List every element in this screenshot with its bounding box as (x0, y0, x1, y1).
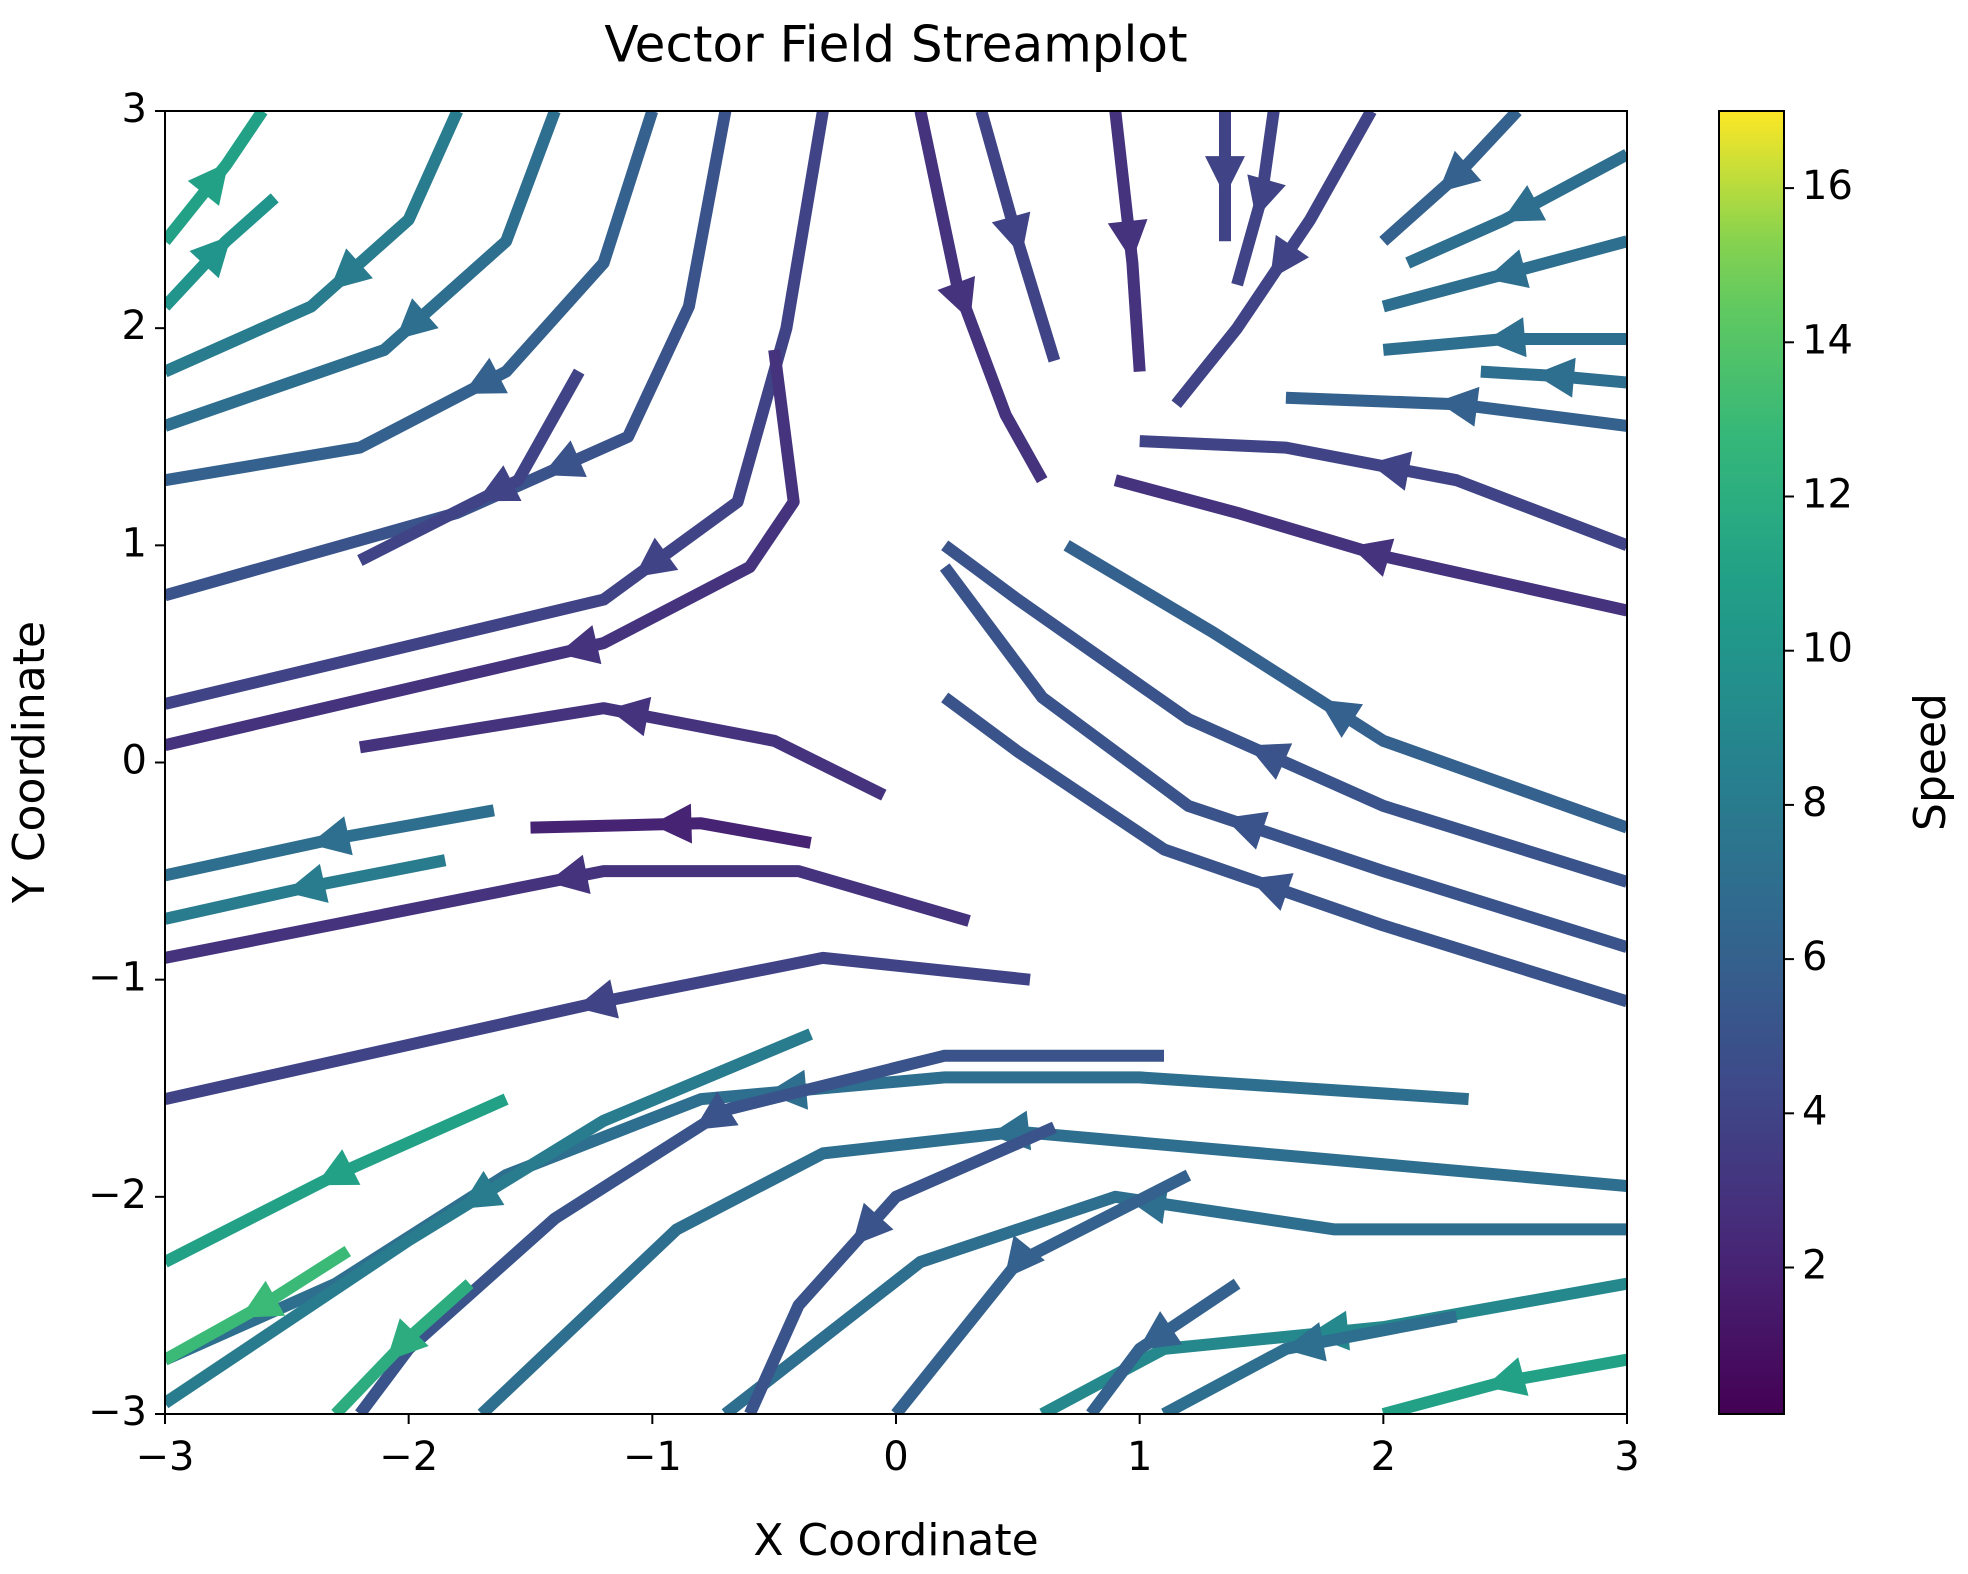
arrowhead (991, 211, 1031, 256)
y-tick-label: −1 (88, 955, 147, 1001)
arrowhead (1247, 743, 1293, 780)
colorbar-tick-label: 6 (1802, 934, 1827, 980)
arrowhead (1350, 538, 1395, 577)
streamline (1063, 540, 1627, 834)
y-tick-label: 2 (122, 303, 147, 349)
streamline (1039, 1277, 1627, 1414)
arrowhead (1318, 699, 1363, 738)
x-tick-label: −1 (623, 1434, 682, 1480)
x-tick-label: 1 (1127, 1434, 1152, 1480)
streamline (165, 951, 1031, 1105)
streamline (165, 111, 659, 487)
arrowhead (1534, 357, 1576, 398)
arrowhead (329, 248, 373, 290)
streamline (165, 111, 561, 432)
streamline (941, 540, 1627, 888)
arrowhead (1485, 317, 1527, 358)
x-tick-label: 2 (1371, 1434, 1396, 1480)
arrowhead (542, 440, 587, 477)
arrowhead (1484, 1357, 1529, 1396)
arrowhead (651, 803, 692, 844)
x-tick-label: 0 (883, 1434, 908, 1480)
arrowhead (1369, 451, 1413, 491)
y-tick-label: −2 (88, 1172, 147, 1218)
arrowhead (1138, 1311, 1183, 1350)
chart-title: Vector Field Streamplot (604, 16, 1187, 74)
streamline (1113, 474, 1627, 617)
streamlines (165, 111, 1627, 1414)
arrowhead (575, 979, 619, 1019)
arrowhead (395, 298, 439, 340)
x-tick-label: −3 (136, 1434, 195, 1480)
streamline (744, 1121, 1057, 1414)
y-tick-label: 3 (122, 86, 147, 132)
x-tick-label: 3 (1614, 1434, 1639, 1480)
arrowhead (386, 1318, 429, 1361)
colorbar-tick-label: 14 (1802, 317, 1853, 363)
y-tick-label: 0 (122, 738, 147, 784)
arrowhead (187, 162, 229, 206)
arrowhead (1485, 249, 1530, 288)
streamline (941, 692, 1627, 1008)
streamline (358, 702, 887, 801)
colorbar-tick-label: 4 (1802, 1088, 1827, 1134)
arrowhead (851, 1202, 894, 1246)
arrowhead (285, 863, 329, 903)
arrowhead (608, 696, 652, 737)
streamline (530, 817, 812, 849)
streamline (165, 111, 463, 378)
y-tick-label: 1 (122, 520, 147, 566)
x-tick-label: −2 (379, 1434, 438, 1480)
arrowhead (1438, 150, 1482, 193)
arrowhead (459, 1170, 505, 1209)
colorbar-label: Speed (1905, 693, 1956, 831)
colorbar-tick-label: 10 (1802, 626, 1853, 672)
arrowhead (937, 276, 975, 321)
plot-frame (164, 110, 1628, 1415)
arrowhead (240, 1280, 286, 1318)
streamline (914, 111, 1048, 484)
streamline (165, 349, 800, 751)
arrowhead (547, 854, 591, 894)
arrowhead (189, 235, 232, 279)
streamline (939, 563, 1627, 953)
arrowhead (1249, 873, 1294, 911)
y-axis-label: Y Coordinate (4, 621, 55, 904)
arrowhead (1270, 234, 1309, 280)
arrowhead (309, 816, 353, 856)
arrowhead (463, 357, 508, 394)
colorbar-tick-label: 8 (1802, 780, 1827, 826)
arrowhead (476, 465, 522, 502)
streamline (1139, 435, 1627, 551)
colorbar-tick-label: 12 (1802, 472, 1853, 518)
streamline (477, 1125, 1627, 1414)
streamline (165, 865, 971, 964)
streamline (357, 368, 585, 566)
streamline (165, 111, 732, 602)
arrowhead (1501, 185, 1547, 222)
arrowhead (694, 1091, 739, 1130)
arrowhead (1247, 174, 1286, 219)
colorbar-tick-label: 2 (1802, 1243, 1827, 1289)
arrowhead (634, 537, 679, 578)
x-axis-label: X Coordinate (753, 1515, 1038, 1566)
streamline (165, 111, 829, 710)
arrowhead (1283, 1322, 1327, 1362)
arrowhead (1224, 811, 1269, 850)
arrowhead (557, 625, 602, 665)
colorbar-tick-label: 16 (1802, 163, 1853, 209)
streamline (721, 1190, 1627, 1414)
arrowhead (1205, 156, 1245, 197)
streamline (355, 1049, 1164, 1414)
arrowhead (315, 1149, 361, 1186)
colorbar (1718, 110, 1785, 1415)
streamline (1109, 111, 1146, 373)
y-tick-label: −3 (88, 1389, 147, 1435)
streamline (165, 1028, 814, 1409)
arrowhead (1437, 386, 1480, 427)
arrowhead (1004, 1235, 1045, 1279)
arrowhead (1107, 219, 1148, 261)
